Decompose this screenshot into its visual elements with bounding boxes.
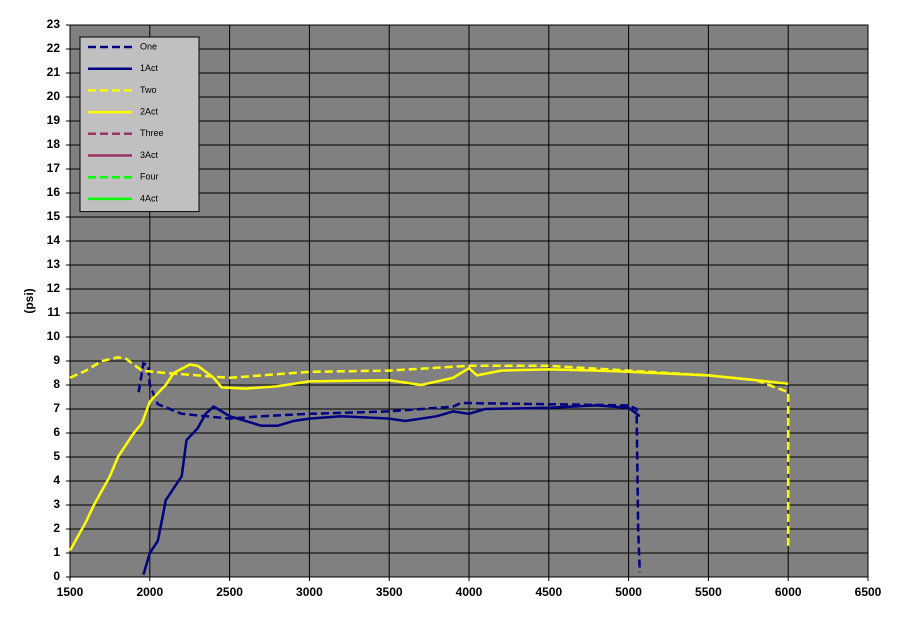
x-tick-label: 4000: [456, 585, 483, 599]
legend-label: 2Act: [140, 106, 159, 116]
series-line: [142, 404, 641, 575]
y-tick-label: 23: [47, 17, 61, 31]
y-tick-label: 12: [47, 281, 61, 295]
y-tick-label: 1: [53, 545, 60, 559]
x-tick-label: 2000: [136, 585, 163, 599]
y-tick-label: 4: [53, 473, 60, 487]
y-tick-label: 17: [47, 161, 61, 175]
legend-label: Four: [140, 172, 159, 182]
legend-box: [79, 36, 200, 213]
y-tick-label: 5: [53, 449, 60, 463]
y-tick-label: 9: [53, 353, 60, 367]
legend-label: 4Act: [140, 193, 159, 203]
y-tick-label: 11: [47, 305, 60, 319]
x-tick-label: 3000: [296, 585, 323, 599]
legend-label: Three: [140, 128, 164, 138]
y-tick-label: 18: [47, 137, 61, 151]
y-tick-label: 2: [53, 521, 60, 535]
x-tick-label: 6000: [775, 585, 802, 599]
y-tick-label: 15: [47, 209, 61, 223]
y-tick-label: 10: [47, 329, 61, 343]
y-tick-label: 22: [47, 41, 61, 55]
y-tick-label: 19: [47, 113, 61, 127]
series-line: [137, 361, 642, 573]
y-tick-label: 13: [47, 257, 61, 271]
y-tick-label: 7: [53, 401, 60, 415]
y-tick-label: 16: [47, 185, 61, 199]
x-tick-label: 5000: [615, 585, 642, 599]
legend-label: 3Act: [140, 150, 159, 160]
y-tick-label: 8: [53, 377, 60, 391]
x-tick-label: 6500: [855, 585, 882, 599]
legend-label: One: [140, 41, 157, 51]
y-tick-label: 0: [53, 569, 60, 583]
y-axis-label: (psi): [22, 288, 36, 313]
y-tick-label: 20: [47, 89, 61, 103]
legend-label: 1Act: [140, 63, 159, 73]
y-tick-label: 14: [47, 233, 61, 247]
x-tick-label: 3500: [376, 585, 403, 599]
series-line: [68, 363, 789, 552]
y-tick-label: 21: [47, 65, 61, 79]
x-tick-label: 2500: [216, 585, 243, 599]
x-tick-label: 5500: [695, 585, 722, 599]
legend-label: Two: [140, 85, 157, 95]
y-tick-label: 6: [53, 425, 60, 439]
x-tick-label: 4500: [535, 585, 562, 599]
x-tick-label: 1500: [57, 585, 84, 599]
y-tick-label: 3: [53, 497, 60, 511]
